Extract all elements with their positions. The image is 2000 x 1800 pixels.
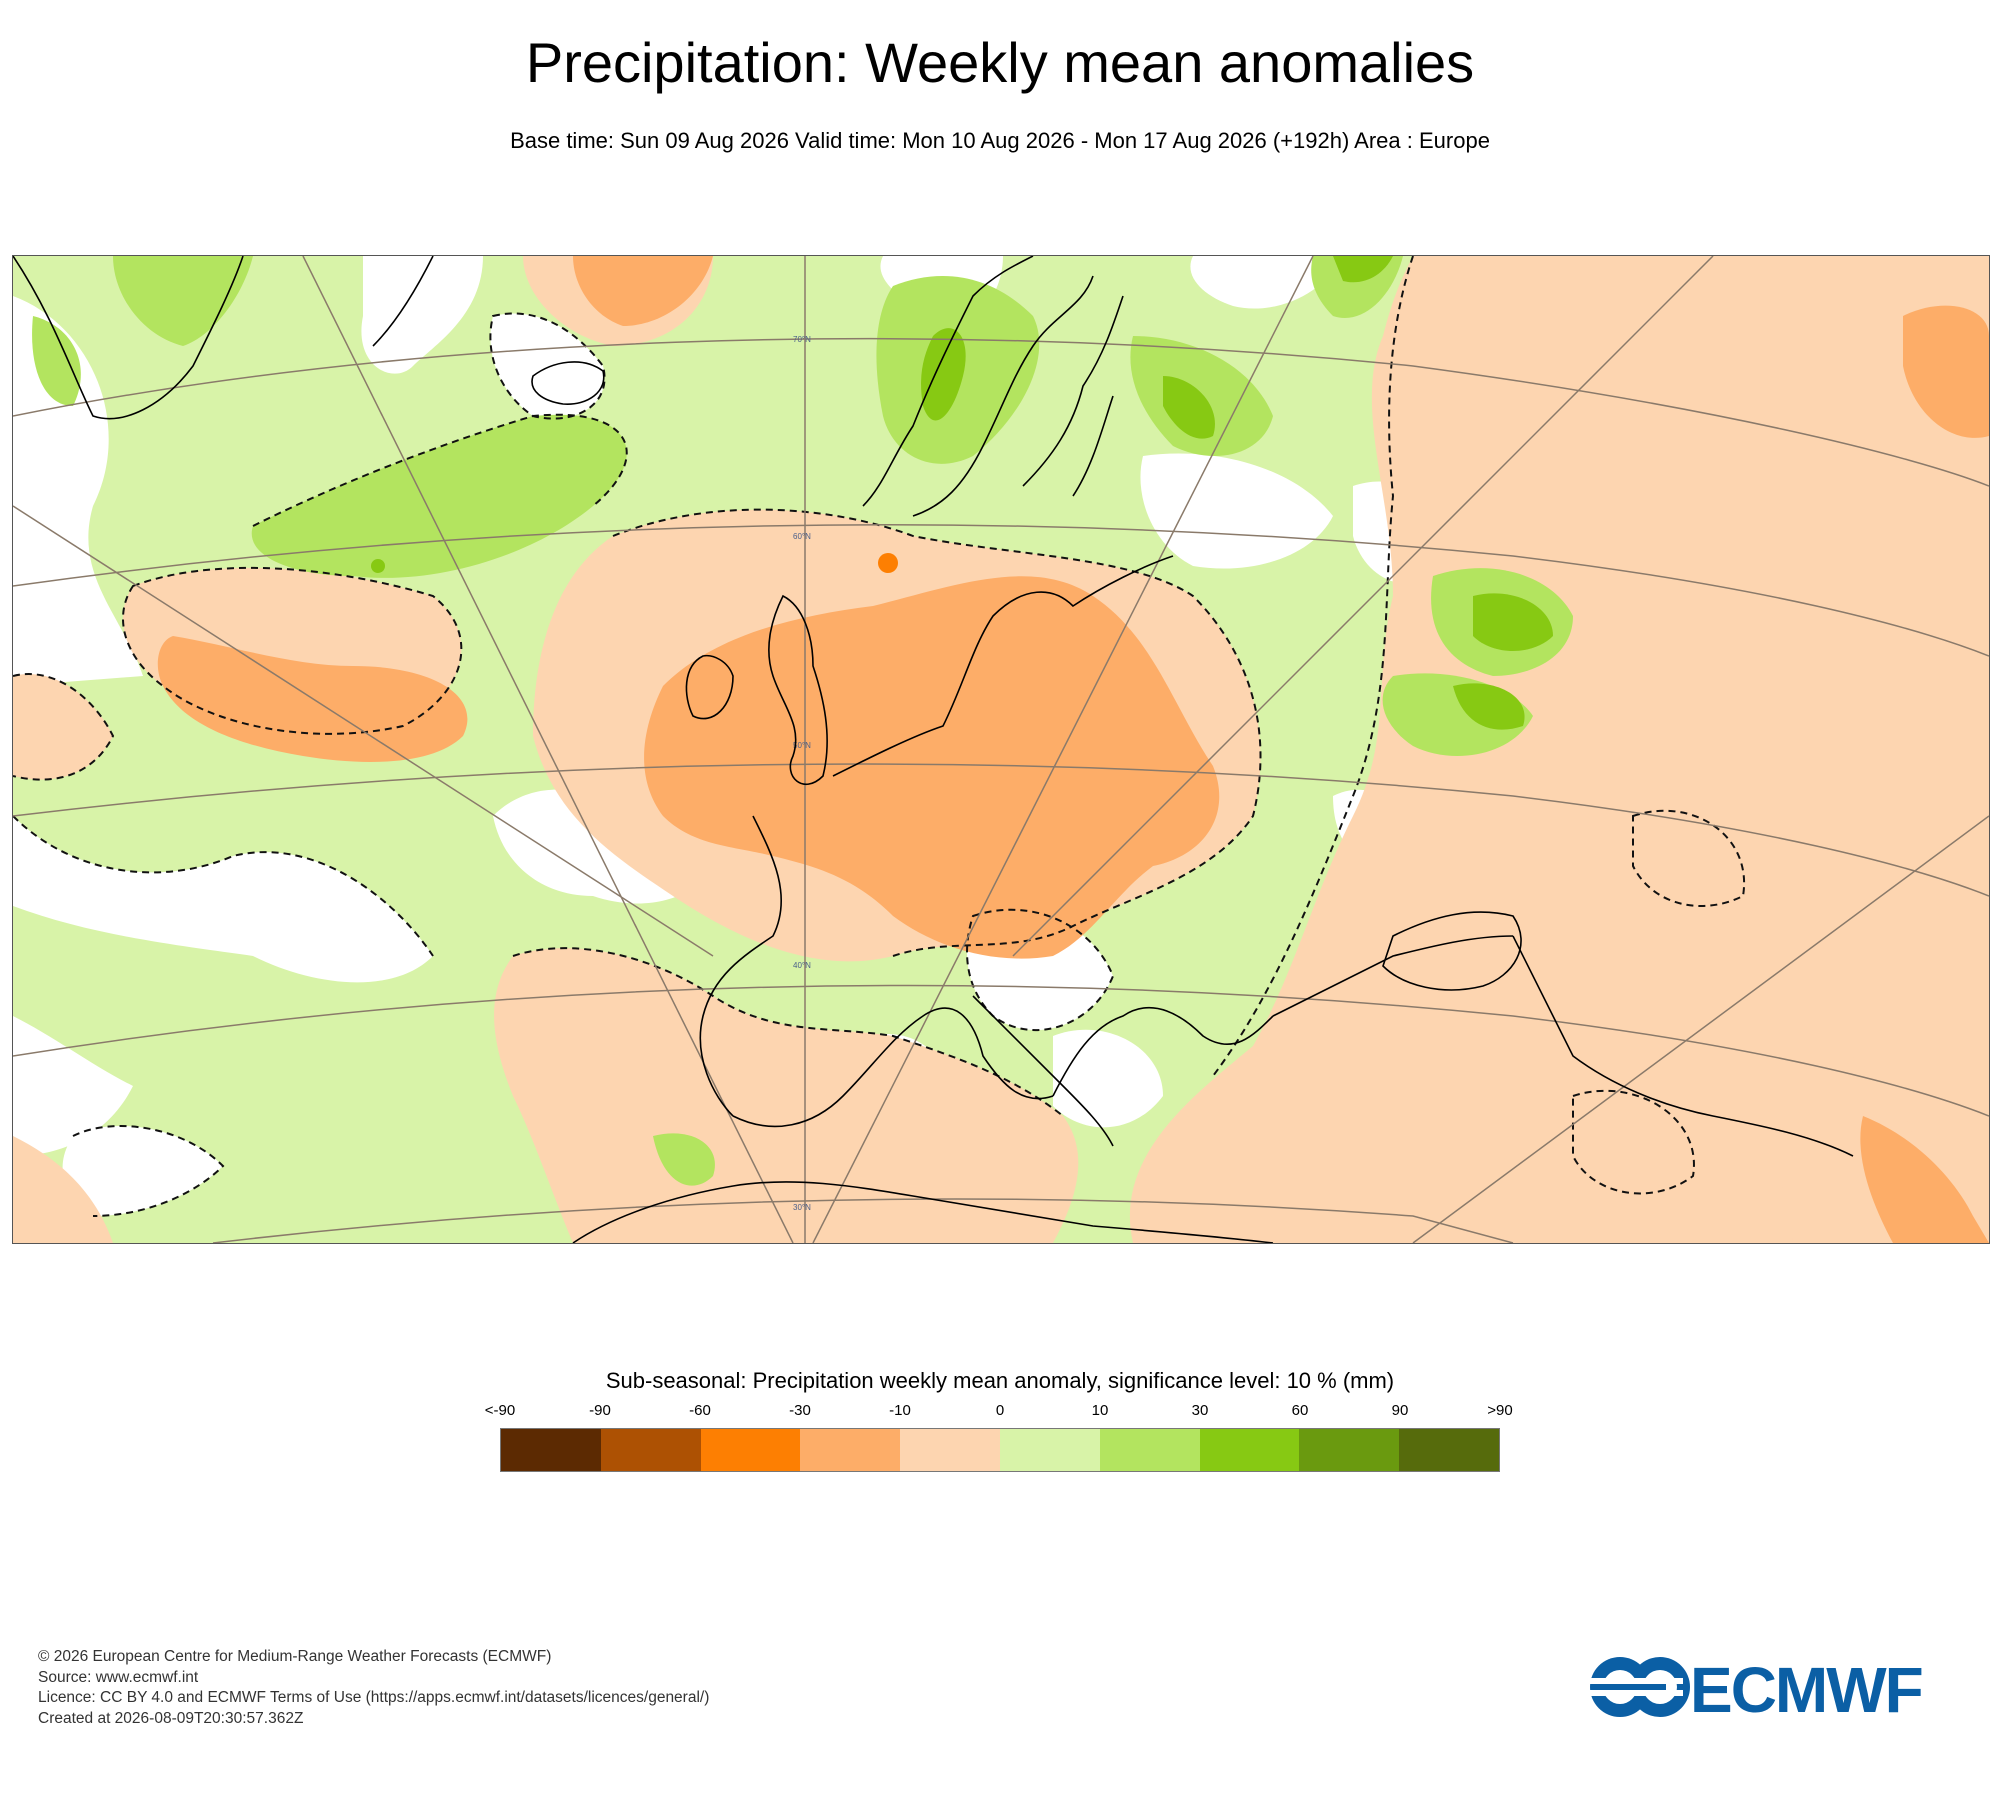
legend-tick: -60 [689,1402,711,1419]
created-text: Created at 2026-08-09T20:30:57.362Z [38,1709,304,1727]
legend-title: Sub-seasonal: Precipitation weekly mean … [605,1368,1395,1393]
ecmwf-logo[interactable]: ECMWF [1588,1652,1963,1722]
legend-swatch [1399,1429,1499,1471]
lat-label-70: 70°N [793,335,811,344]
dry-extreme-spot [878,553,898,573]
copyright-text: © 2026 European Centre for Medium-Range … [38,1648,552,1665]
legend-swatch [501,1429,601,1471]
legend-ticks: <-90 -90 -60 -30 -10 0 10 30 60 90 >90 [0,1402,2000,1422]
source-text: Source: www.ecmwf.int [38,1668,199,1686]
legend-tick: -90 [589,1402,611,1419]
legend-tick: 0 [995,1402,1005,1419]
legend-tick: 30 [1191,1402,1209,1419]
footer-credits: © 2026 European Centre for Medium-Range … [38,1647,709,1729]
logo-text: ECMWF [1690,1654,1922,1722]
chart-title: Precipitation: Weekly mean anomalies [525,31,1475,94]
legend-swatch [1299,1429,1400,1471]
licence-text: Licence: CC BY 4.0 and ECMWF Terms of Us… [38,1689,710,1706]
legend-tick: >90 [1487,1402,1513,1419]
latitude-labels: 70°N 60°N 50°N 40°N 30°N [793,335,811,1212]
legend-swatch [700,1429,801,1471]
wet-extreme-anomaly [371,256,1553,730]
precipitation-anomaly-map: 70°N 60°N 50°N 40°N 30°N [12,255,1990,1244]
lat-label-60: 60°N [793,532,811,541]
legend-swatch [1099,1429,1200,1471]
graticule [13,256,1989,1243]
legend-colorbar [500,1428,1500,1472]
legend-swatch [1199,1429,1300,1471]
significance-contours [13,256,1746,1217]
legend-tick: 60 [1291,1402,1309,1419]
legend-tick: 90 [1391,1402,1409,1419]
legend-swatch [999,1429,1100,1471]
legend-tick: -30 [789,1402,811,1419]
legend-tick: <-90 [484,1402,516,1419]
legend-tick: -10 [889,1402,911,1419]
coastlines [13,256,1854,1243]
legend-swatch [800,1429,901,1471]
legend-swatch [900,1429,1000,1471]
lat-label-40: 40°N [793,961,811,970]
lat-label-30: 30°N [793,1203,811,1212]
chart-subtitle: Base time: Sun 09 Aug 2026 Valid time: M… [510,128,1490,153]
lat-label-50: 50°N [793,741,811,750]
legend-tick: 10 [1091,1402,1109,1419]
legend-swatch [600,1429,701,1471]
